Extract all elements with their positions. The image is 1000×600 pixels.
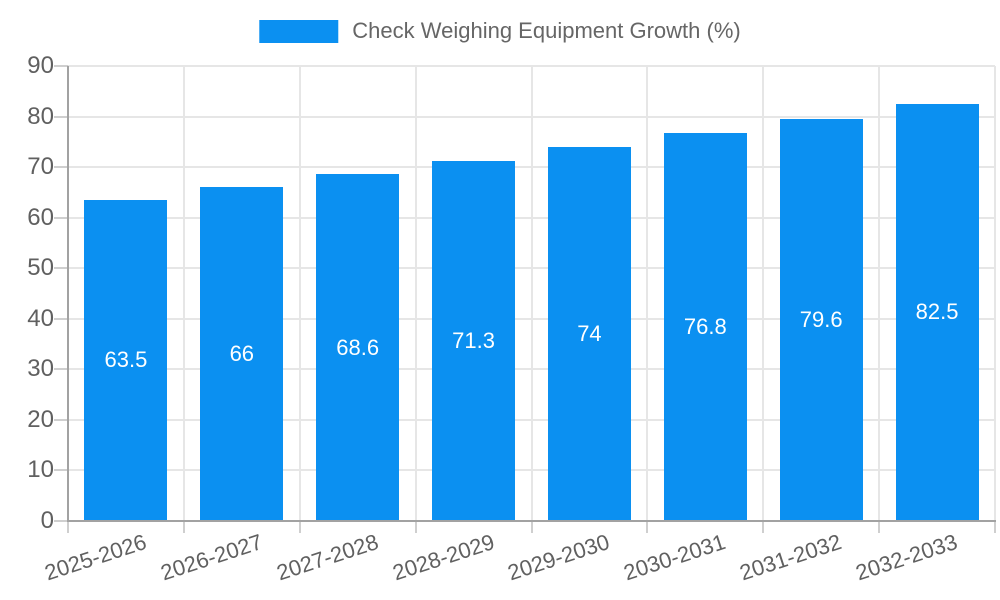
x-axis-tick	[414, 521, 417, 533]
y-tick-label: 40	[27, 304, 54, 332]
bar-value-label: 71.3	[452, 327, 495, 353]
bar-2025-2026[interactable]: 63.5	[84, 199, 168, 521]
bar-value-label: 74	[577, 320, 602, 346]
y-axis-tick	[54, 317, 68, 320]
y-tick-label: 20	[27, 405, 54, 433]
y-tick-label: 90	[27, 52, 54, 79]
y-tick-label: 0	[40, 507, 54, 534]
y-axis-tick	[54, 418, 68, 421]
x-axis-line	[67, 520, 996, 522]
x-axis-tick	[646, 521, 649, 533]
x-tick-label: 2027-2028	[273, 529, 382, 586]
y-tick-label: 30	[27, 355, 54, 383]
gridline-vertical	[762, 66, 765, 521]
bar-2029-2030[interactable]: 74	[547, 146, 631, 521]
y-axis-tick	[54, 469, 68, 472]
bar-2027-2028[interactable]: 68.6	[316, 174, 400, 521]
y-tick-label: 10	[27, 456, 54, 484]
y-axis-tick	[54, 520, 68, 522]
y-axis-tick	[54, 166, 68, 169]
x-tick-label: 2030-2031	[620, 529, 729, 586]
x-tick-label: 2031-2032	[736, 529, 845, 586]
y-axis-line	[67, 66, 69, 522]
x-axis-tick	[762, 521, 765, 533]
gridline-vertical	[182, 66, 185, 521]
y-axis-tick	[54, 115, 68, 118]
legend[interactable]: Check Weighing Equipment Growth (%)	[259, 18, 741, 44]
y-axis-tick	[54, 368, 68, 371]
x-tick-label: 2025-2026	[41, 529, 150, 586]
bar-value-label: 82.5	[915, 299, 959, 325]
bar-2028-2029[interactable]: 71.3	[432, 160, 516, 521]
gridline-vertical	[414, 66, 417, 521]
bar-value-label: 76.8	[683, 313, 727, 339]
bar-value-label: 68.6	[336, 334, 380, 360]
x-tick-label: 2028-2029	[389, 529, 497, 586]
x-axis-tick	[994, 521, 996, 533]
y-tick-label: 50	[27, 254, 54, 282]
gridline-vertical	[646, 66, 649, 521]
x-tick-label: 2032-2033	[852, 529, 961, 586]
bar-value-label: 79.6	[799, 306, 843, 332]
y-axis-tick	[54, 216, 68, 219]
legend-label: Check Weighing Equipment Growth (%)	[352, 18, 741, 43]
x-axis-tick	[67, 521, 69, 533]
bar-2030-2031[interactable]: 76.8	[663, 132, 747, 521]
gridline-vertical	[298, 66, 301, 521]
x-axis-tick	[878, 521, 881, 533]
y-tick-label: 70	[27, 153, 54, 181]
bar-2031-2032[interactable]: 79.6	[779, 118, 863, 521]
gridline-vertical	[530, 66, 533, 521]
bar-value-label: 66	[229, 341, 255, 367]
gridline-vertical	[994, 66, 996, 521]
bar-2026-2027[interactable]: 66	[200, 187, 284, 521]
x-tick-label: 2029-2030	[505, 529, 613, 586]
x-axis-tick	[530, 521, 533, 533]
y-axis-tick	[54, 267, 68, 270]
legend-swatch-icon	[259, 19, 339, 43]
gridline-vertical	[878, 66, 881, 521]
y-tick-label: 60	[27, 203, 54, 231]
x-axis-tick	[182, 521, 185, 533]
x-axis-tick	[298, 521, 301, 533]
y-axis-tick	[54, 65, 68, 67]
bar-value-label: 63.5	[104, 347, 148, 373]
y-tick-label: 80	[27, 102, 54, 130]
bar-2032-2033[interactable]: 82.5	[895, 103, 979, 521]
x-tick-label: 2026-2027	[157, 529, 266, 586]
plot-area: 0 10 20 30 40 50 60 70 80 90 63.5 66 68.6 71.3 74 76.8 7…	[27, 53, 996, 585]
